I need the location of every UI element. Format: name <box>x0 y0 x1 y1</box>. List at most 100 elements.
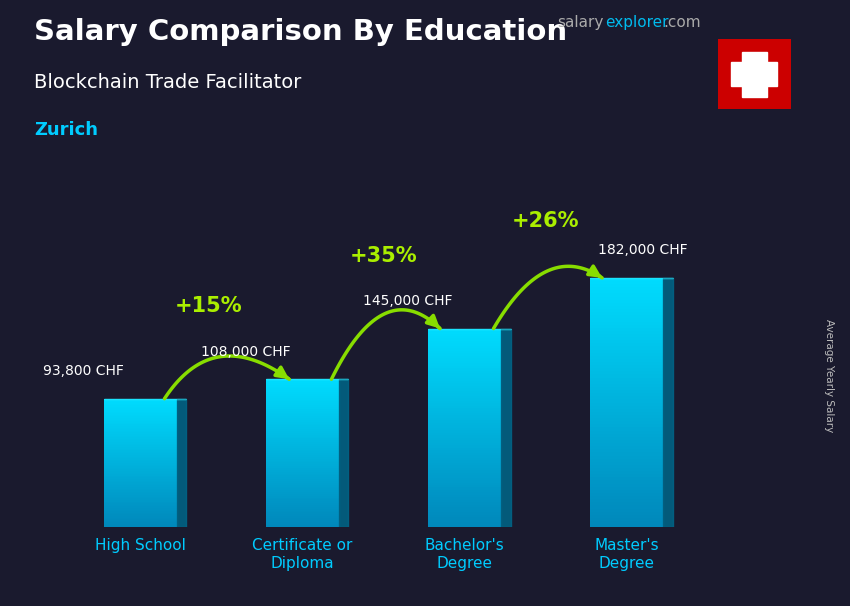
Bar <box>266 413 338 415</box>
Bar <box>428 336 501 339</box>
Bar <box>428 455 501 458</box>
Bar <box>428 487 501 490</box>
Bar <box>590 368 663 371</box>
Bar <box>428 376 501 378</box>
Bar <box>266 507 338 508</box>
Bar <box>104 498 177 500</box>
Bar <box>590 412 663 415</box>
Bar <box>428 421 501 423</box>
Bar <box>428 493 501 495</box>
Bar <box>266 453 338 455</box>
Bar <box>428 393 501 396</box>
Bar <box>266 471 338 473</box>
Bar <box>266 418 338 420</box>
Bar <box>428 505 501 507</box>
Bar <box>428 339 501 341</box>
Bar <box>104 495 177 497</box>
Bar <box>104 513 177 514</box>
Bar <box>104 450 177 451</box>
Bar <box>590 293 663 296</box>
Bar <box>428 480 501 482</box>
Bar <box>104 407 177 408</box>
Bar <box>266 505 338 507</box>
Bar <box>590 431 663 434</box>
Bar <box>266 379 338 381</box>
Bar <box>104 455 177 456</box>
Bar <box>590 362 663 365</box>
Bar <box>590 518 663 521</box>
Bar <box>590 300 663 303</box>
Bar <box>266 383 338 385</box>
Bar <box>266 455 338 457</box>
Bar <box>428 351 501 353</box>
Polygon shape <box>338 379 348 527</box>
Bar <box>104 447 177 448</box>
Bar <box>590 418 663 421</box>
Bar <box>428 438 501 441</box>
Bar <box>104 524 177 525</box>
Text: 182,000 CHF: 182,000 CHF <box>598 244 688 258</box>
Bar <box>428 525 501 527</box>
Bar <box>266 494 338 496</box>
Bar <box>590 347 663 350</box>
Bar <box>590 328 663 331</box>
Bar <box>428 368 501 371</box>
Bar <box>428 353 501 356</box>
Bar <box>590 318 663 322</box>
Bar <box>428 425 501 428</box>
Bar <box>428 433 501 435</box>
Bar <box>428 385 501 388</box>
Bar <box>266 487 338 488</box>
Bar <box>428 518 501 520</box>
Bar <box>590 356 663 359</box>
Bar <box>590 334 663 337</box>
Bar <box>590 524 663 527</box>
Bar <box>590 353 663 356</box>
Text: explorer: explorer <box>605 15 669 30</box>
Bar <box>266 466 338 468</box>
Bar <box>590 456 663 459</box>
Bar <box>266 459 338 461</box>
Bar <box>428 462 501 465</box>
Bar <box>104 463 177 465</box>
Bar <box>428 331 501 333</box>
Bar <box>104 505 177 507</box>
Bar <box>266 457 338 459</box>
Bar <box>428 405 501 408</box>
Bar <box>104 416 177 418</box>
Bar <box>104 426 177 428</box>
Bar <box>266 420 338 422</box>
Bar <box>266 427 338 429</box>
Bar <box>104 492 177 493</box>
Bar <box>428 441 501 443</box>
Bar <box>104 431 177 433</box>
Bar <box>590 375 663 378</box>
Bar <box>590 449 663 453</box>
Bar <box>590 421 663 424</box>
Bar <box>104 473 177 474</box>
Bar <box>590 290 663 293</box>
Bar <box>104 516 177 518</box>
Bar <box>104 429 177 431</box>
Bar <box>590 434 663 437</box>
Bar <box>590 390 663 393</box>
Bar <box>104 484 177 485</box>
Bar <box>590 471 663 474</box>
Bar <box>428 381 501 383</box>
Text: .com: .com <box>663 15 700 30</box>
Bar <box>266 416 338 418</box>
Bar <box>590 396 663 399</box>
Bar <box>104 476 177 478</box>
Bar <box>104 514 177 516</box>
Bar <box>428 328 501 331</box>
Bar <box>428 398 501 401</box>
Bar <box>104 470 177 471</box>
Bar <box>104 468 177 470</box>
Bar <box>266 444 338 446</box>
Bar <box>590 453 663 456</box>
Bar <box>590 424 663 427</box>
Text: Salary Comparison By Education: Salary Comparison By Education <box>34 18 567 46</box>
Bar <box>266 522 338 524</box>
Bar <box>428 495 501 498</box>
Bar <box>590 437 663 440</box>
